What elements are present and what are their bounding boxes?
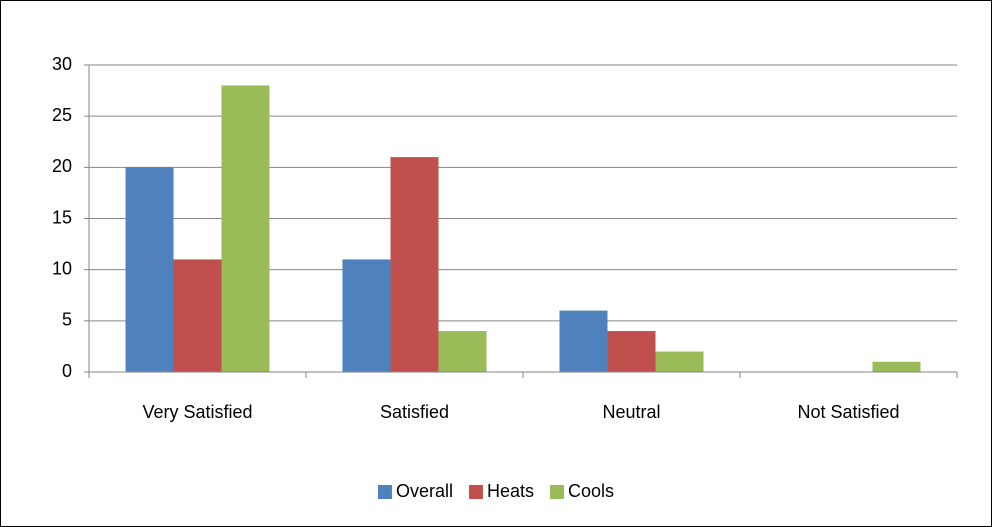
y-tick-label: 25 [52, 105, 72, 125]
bar [342, 259, 391, 372]
x-tick-label: Very Satisfied [142, 402, 252, 422]
bar [125, 167, 174, 372]
bar [655, 351, 704, 372]
bar [559, 310, 608, 372]
legend-label: Heats [487, 481, 534, 501]
legend-swatch [550, 485, 565, 499]
bar [872, 361, 921, 372]
legend: Overall Heats Cools [377, 481, 614, 501]
legend-swatch [468, 485, 483, 499]
x-tick-label: Neutral [602, 402, 660, 422]
x-tick-label: Satisfied [380, 402, 449, 422]
legend-swatch [377, 485, 392, 499]
bar [390, 157, 439, 372]
y-tick-label: 20 [52, 156, 72, 176]
bar [221, 85, 270, 372]
legend-label: Cools [568, 481, 614, 501]
y-tick-label: 15 [52, 207, 72, 227]
bar [173, 259, 222, 372]
y-tick-label: 0 [62, 361, 72, 381]
y-tick-label: 10 [52, 258, 72, 278]
bar [607, 331, 656, 372]
y-tick-label: 5 [62, 310, 72, 330]
legend-label: Overall [396, 481, 453, 501]
bar [438, 331, 487, 372]
y-tick-label: 30 [52, 54, 72, 74]
x-tick-label: Not Satisfied [797, 402, 899, 422]
